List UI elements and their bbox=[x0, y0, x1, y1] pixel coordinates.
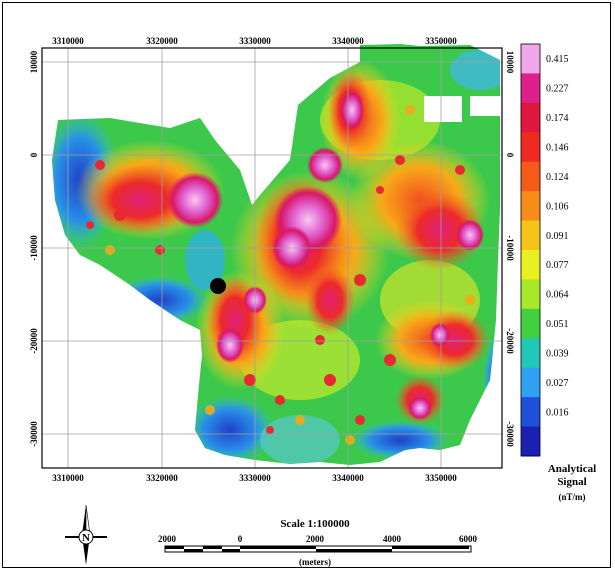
y-tick-label-left: -10000 bbox=[29, 235, 39, 261]
colorbar-value-label: 0.146 bbox=[546, 143, 569, 154]
colorbar-border bbox=[520, 43, 541, 457]
x-tick-label-bottom: 3330000 bbox=[239, 473, 271, 483]
y-tick-label-right: -10000 bbox=[505, 235, 515, 261]
colorbar-swatch bbox=[521, 73, 540, 104]
x-tick-label-top: 3330000 bbox=[239, 36, 271, 46]
x-tick-label-top: 3320000 bbox=[146, 36, 178, 46]
scale-title: Scale 1:100000 bbox=[280, 518, 350, 530]
scale-tick-label: 6000 bbox=[459, 534, 478, 544]
colorbar-swatch bbox=[521, 426, 540, 457]
y-tick-label-right: -30000 bbox=[505, 421, 515, 447]
y-tick-label-left: -20000 bbox=[29, 328, 39, 354]
no-data-gap bbox=[470, 96, 502, 116]
colorbar-value-label: 0.077 bbox=[546, 260, 569, 271]
colorbar-swatch bbox=[521, 220, 540, 251]
colorbar-swatch bbox=[521, 279, 540, 310]
colorbar-value-label: 0.091 bbox=[546, 231, 569, 242]
scale-tick-label: 2000 bbox=[306, 534, 325, 544]
north-arrow-icon: N bbox=[65, 504, 107, 565]
colorbar-units: (nT/m) bbox=[559, 492, 586, 502]
colorbar-value-label: 0.174 bbox=[546, 113, 569, 124]
coordinate-grid bbox=[42, 48, 502, 468]
x-tick-label-bottom: 3350000 bbox=[425, 473, 457, 483]
x-tick-label-bottom: 3340000 bbox=[332, 473, 364, 483]
colorbar-value-label: 0.124 bbox=[546, 172, 569, 183]
colorbar-swatch bbox=[521, 44, 540, 74]
colorbar-swatch bbox=[521, 367, 540, 398]
colorbar-swatch bbox=[521, 191, 540, 222]
y-tick-label-left: 0 bbox=[29, 152, 39, 157]
colorbar-value-label: 0.027 bbox=[546, 378, 569, 389]
colorbar-swatch bbox=[521, 308, 540, 339]
color-bar: 0.415 0.227 0.174 0.146 0.124 0.106 0.091 0.077… bbox=[520, 43, 569, 457]
location-marker bbox=[210, 278, 226, 294]
x-tick-label-bottom: 3320000 bbox=[146, 473, 178, 483]
y-tick-label-right: 10000 bbox=[505, 51, 515, 74]
y-tick-label-left: 10000 bbox=[29, 50, 39, 73]
x-tick-label-top: 3350000 bbox=[425, 36, 457, 46]
map-border bbox=[41, 47, 503, 469]
x-tick-label-top: 3310000 bbox=[52, 36, 84, 46]
colorbar-swatch bbox=[521, 161, 540, 192]
scale-tick-label: 2000 bbox=[158, 534, 177, 544]
x-tick-label-top: 3340000 bbox=[332, 36, 364, 46]
colorbar-swatch bbox=[521, 338, 540, 369]
colorbar-value-label: 0.106 bbox=[546, 201, 569, 212]
colorbar-swatch bbox=[521, 102, 540, 133]
x-tick-label-bottom: 3310000 bbox=[52, 473, 84, 483]
figure-frame bbox=[2, 2, 611, 568]
colorbar-value-label: 0.016 bbox=[546, 407, 569, 418]
colorbar-value-label: 0.415 bbox=[546, 54, 569, 65]
colorbar-swatch bbox=[521, 397, 540, 428]
y-tick-label-right: -20000 bbox=[505, 328, 515, 354]
no-data-gap bbox=[424, 96, 462, 122]
colorbar-value-label: 0.051 bbox=[546, 319, 569, 330]
y-tick-label-right: 0 bbox=[505, 153, 515, 158]
scale-tick-label: 0 bbox=[238, 534, 243, 544]
colorbar-title-line1: Analytical bbox=[548, 463, 596, 475]
colorbar-value-label: 0.064 bbox=[546, 290, 569, 301]
scale-tick-label: 4000 bbox=[383, 534, 402, 544]
y-tick-label-left: -30000 bbox=[29, 421, 39, 447]
colorbar-value-label: 0.039 bbox=[546, 349, 569, 360]
colorbar-swatch bbox=[521, 132, 540, 163]
colorbar-title-line2: Signal bbox=[557, 476, 586, 488]
colorbar-swatch bbox=[521, 250, 540, 280]
colorbar-value-label: 0.227 bbox=[546, 84, 569, 95]
scale-units: (meters) bbox=[299, 557, 331, 567]
north-label: N bbox=[82, 532, 90, 544]
scale-bar bbox=[164, 545, 472, 553]
